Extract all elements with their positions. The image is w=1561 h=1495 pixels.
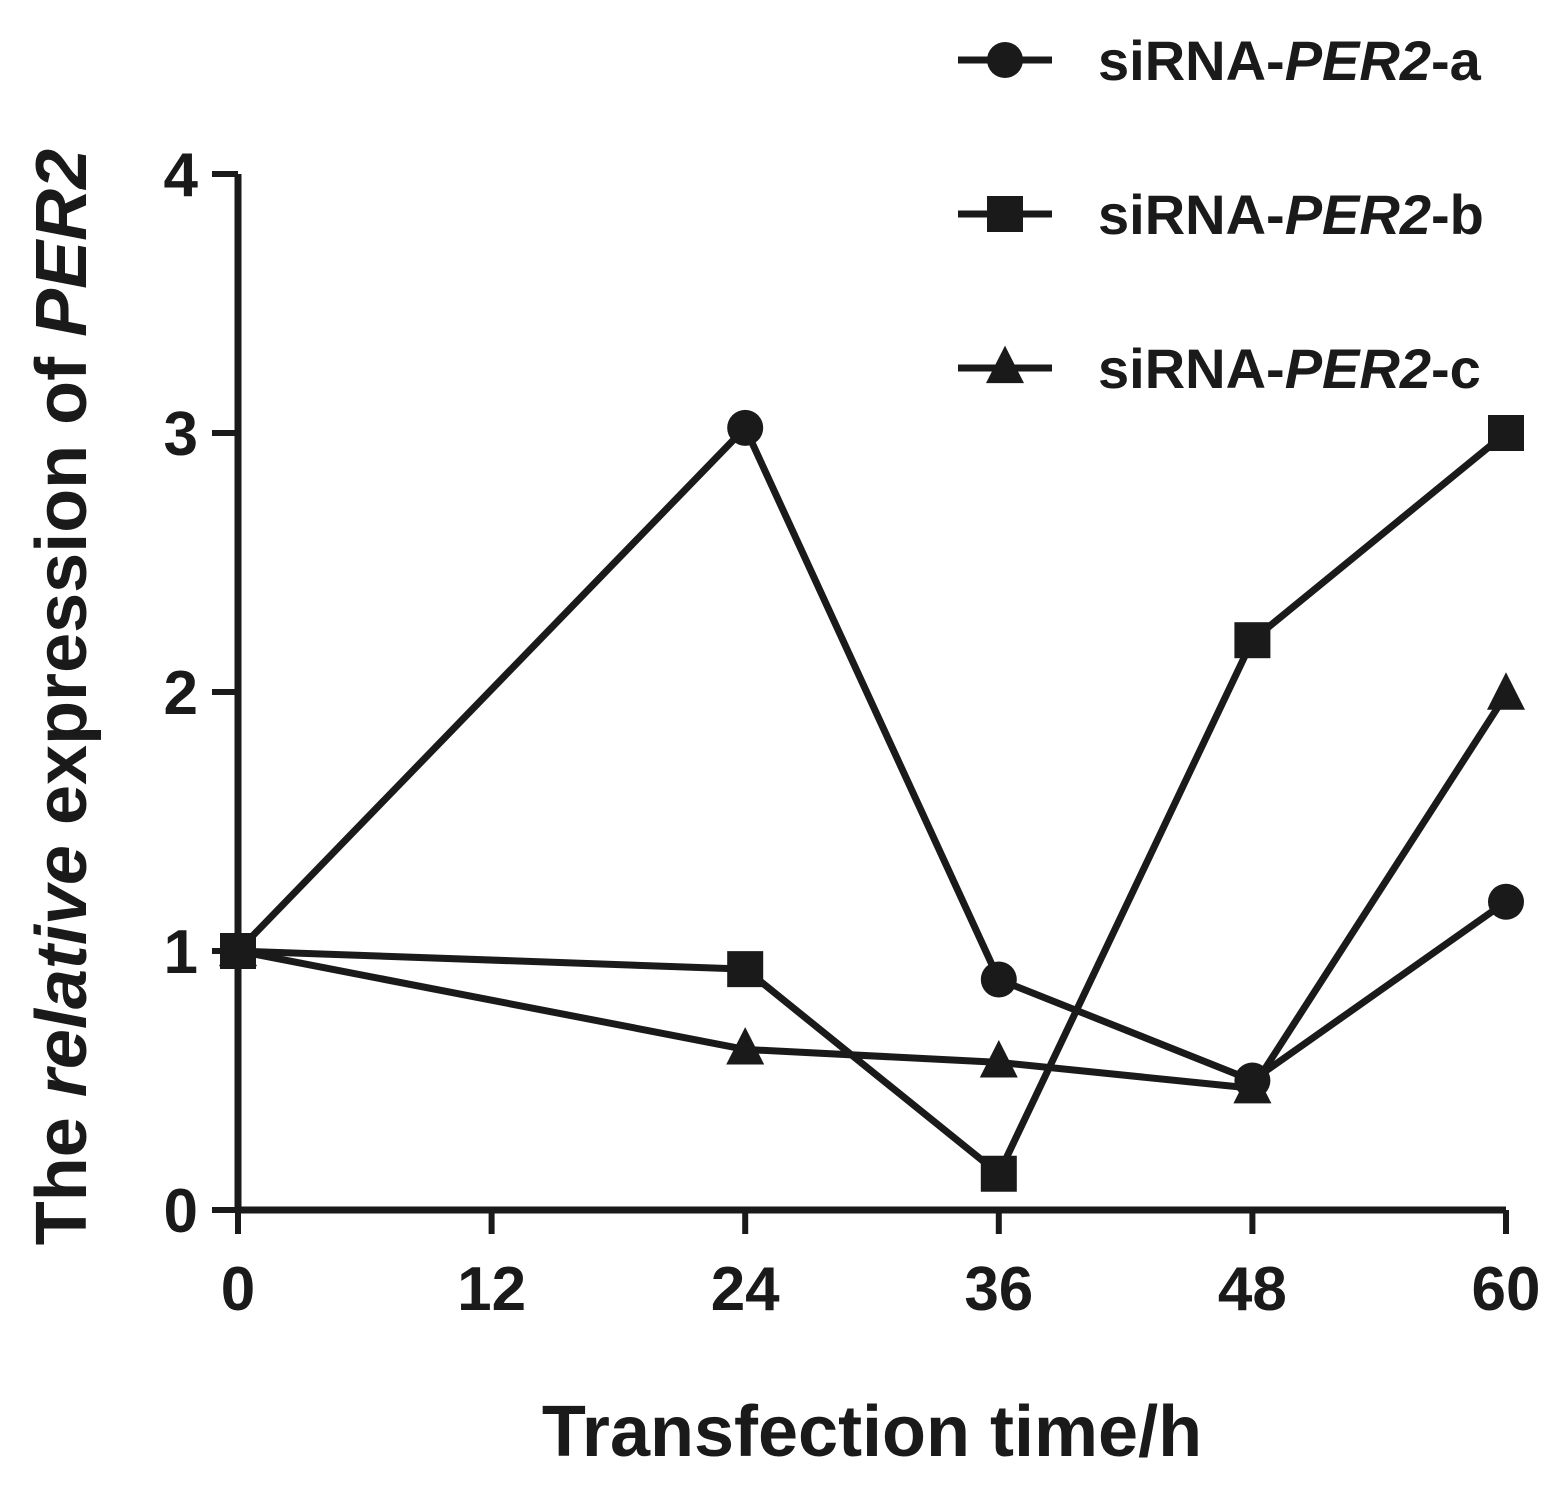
y-tick-label: 4 bbox=[164, 141, 199, 210]
series-line bbox=[237, 430, 1509, 1178]
legend-item: siRNA-PER2-c bbox=[958, 337, 1481, 400]
y-axis-title-prefix: The bbox=[22, 1097, 102, 1245]
data-point bbox=[980, 1155, 1017, 1192]
legend-label: siRNA-PER2-b bbox=[1098, 183, 1484, 246]
data-point bbox=[1487, 672, 1525, 710]
x-axis-title: Transfection time/h bbox=[542, 1392, 1202, 1472]
x-tick-label: 48 bbox=[1218, 1255, 1287, 1324]
y-tick-label: 2 bbox=[164, 659, 198, 728]
legend-item: siRNA-PER2-a bbox=[958, 29, 1482, 92]
series-triangle bbox=[219, 672, 1525, 1104]
series-layer bbox=[219, 409, 1525, 1192]
data-point bbox=[1234, 622, 1271, 659]
legend-marker bbox=[986, 345, 1024, 384]
y-tick-label: 0 bbox=[164, 1177, 198, 1246]
y-tick-label: 3 bbox=[164, 400, 198, 469]
data-point bbox=[1488, 883, 1524, 920]
legend-marker bbox=[987, 42, 1023, 78]
y-axis-title-middle: expression of bbox=[22, 337, 102, 845]
data-point bbox=[979, 1040, 1018, 1078]
data-point bbox=[726, 1027, 765, 1065]
y-axis-title: The relative expression of PER2 bbox=[22, 149, 102, 1245]
legend-item: siRNA-PER2-b bbox=[958, 183, 1484, 246]
legend: siRNA-PER2-a siRNA-PER2-b siRNA-PER2-c bbox=[958, 29, 1484, 400]
x-tick-label: 60 bbox=[1472, 1255, 1541, 1324]
x-tick-label: 0 bbox=[221, 1255, 255, 1324]
data-point bbox=[219, 928, 257, 967]
data-point bbox=[980, 961, 1017, 998]
series-line bbox=[235, 424, 1509, 1084]
data-point bbox=[727, 409, 764, 446]
x-tick-label: 24 bbox=[711, 1255, 780, 1324]
series-circle bbox=[220, 409, 1524, 1099]
legend-label: siRNA-PER2-a bbox=[1098, 29, 1482, 92]
y-tick-label: 1 bbox=[164, 918, 198, 987]
legend-marker bbox=[987, 196, 1023, 232]
legend-label: siRNA-PER2-c bbox=[1098, 337, 1481, 400]
series-square bbox=[220, 415, 1524, 1192]
data-point bbox=[727, 951, 764, 988]
data-point bbox=[1233, 1065, 1272, 1104]
data-point bbox=[1488, 415, 1524, 451]
x-tick-label: 12 bbox=[457, 1255, 526, 1324]
x-tick-label: 36 bbox=[964, 1255, 1033, 1324]
y-axis-title-italic: relative bbox=[22, 845, 102, 1097]
y-axis-title-italic2: PER2 bbox=[22, 149, 102, 337]
